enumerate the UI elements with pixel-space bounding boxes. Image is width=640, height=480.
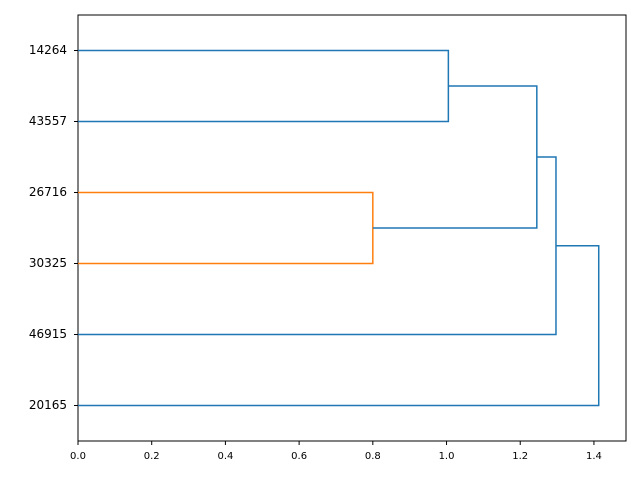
leaf-label: 14264 xyxy=(29,43,67,57)
leaf-label: 20165 xyxy=(29,398,67,412)
leaf-label: 26716 xyxy=(29,185,67,199)
leaf-label: 43557 xyxy=(29,114,67,128)
x-tick-label: 1.0 xyxy=(439,451,455,462)
link xyxy=(372,85,538,229)
leaf-label: 46915 xyxy=(29,327,67,341)
leaf-label: 30325 xyxy=(29,256,67,270)
plot-frame xyxy=(77,14,627,442)
x-tick-label: 0.8 xyxy=(365,451,381,462)
x-tick-label: 0.0 xyxy=(70,451,86,462)
x-tick-label: 0.4 xyxy=(217,451,233,462)
x-tick-label: 1.2 xyxy=(512,451,528,462)
x-tick-label: 0.6 xyxy=(291,451,307,462)
link xyxy=(78,49,450,123)
link xyxy=(78,156,557,336)
link xyxy=(78,191,374,265)
x-tick-label: 1.4 xyxy=(586,451,602,462)
link xyxy=(78,245,600,407)
x-tick-label: 0.2 xyxy=(144,451,160,462)
